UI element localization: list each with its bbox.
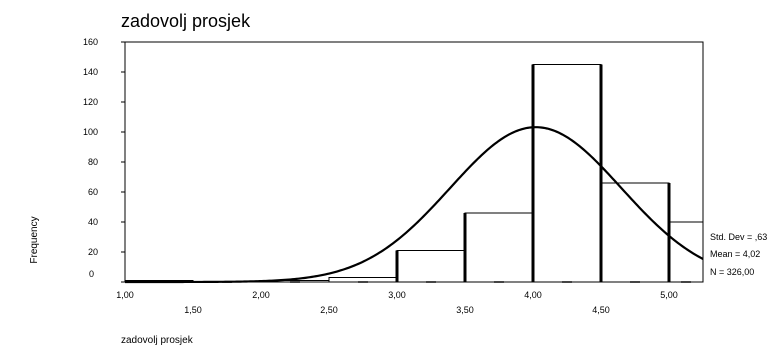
- histogram-bar: [668, 221, 704, 283]
- plot-frame: [124, 41, 704, 283]
- histogram-bar: [532, 64, 602, 283]
- histogram-bars: [124, 64, 704, 283]
- x-tick-label: 5,00: [660, 290, 678, 300]
- histogram-bar: [396, 250, 466, 283]
- stat-n: N = 326,00: [710, 267, 754, 277]
- x-tick-label: 3,00: [388, 290, 406, 300]
- stat-mean: Mean = 4,02: [710, 249, 760, 259]
- stat-std-dev: Std. Dev = ,63: [710, 232, 767, 242]
- x-tick-label: 4,50: [592, 305, 610, 315]
- y-tick-label: 140: [83, 67, 98, 77]
- chart-title: zadovolj prosjek: [121, 11, 251, 31]
- y-tick-label: 20: [88, 247, 98, 257]
- x-tick-label: 3,50: [456, 305, 474, 315]
- x-axis-label: zadovolj prosjek: [121, 335, 194, 346]
- y-tick-label: 0: [89, 269, 94, 279]
- y-tick-label: 80: [88, 157, 98, 167]
- y-tick-label: 160: [83, 37, 98, 47]
- x-tick-label: 4,00: [524, 290, 542, 300]
- x-tick-label: 1,00: [116, 290, 134, 300]
- x-axis: 1,00 2,00 3,00 4,00 5,00 1,50 2,50 3,50 4,50: [116, 290, 678, 315]
- y-axis: 0 20 40 60 80 100 120 140 160: [83, 37, 125, 283]
- y-axis-label: Frequency: [29, 216, 40, 263]
- y-tick-label: 60: [88, 187, 98, 197]
- x-tick-label: 2,50: [320, 305, 338, 315]
- y-tick-label: 40: [88, 217, 98, 227]
- y-tick-label: 100: [83, 127, 98, 137]
- histogram-bar: [600, 182, 670, 283]
- x-tick-label: 2,00: [252, 290, 270, 300]
- histogram-bar: [464, 212, 534, 283]
- y-tick-label: 120: [83, 97, 98, 107]
- x-tick-label: 1,50: [184, 305, 202, 315]
